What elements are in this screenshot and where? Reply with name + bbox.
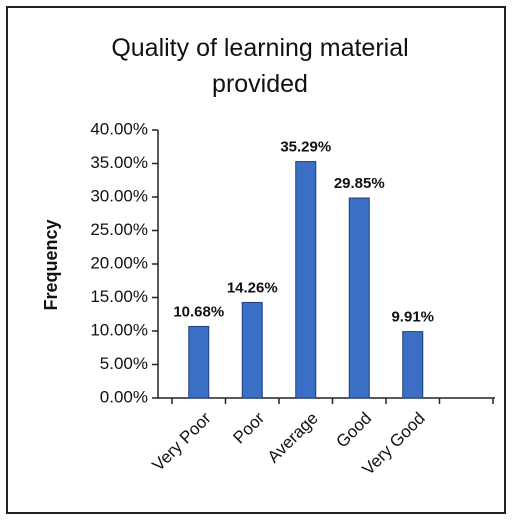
y-tick-label: 20.00%: [90, 253, 148, 272]
x-tick-label: Poor: [229, 408, 268, 447]
data-label: 10.68%: [173, 303, 224, 320]
chart-title: Quality of learning material provided: [111, 34, 409, 98]
bar: [348, 197, 370, 399]
x-tick-label: Good: [332, 409, 375, 452]
x-tick-label: Very Poor: [149, 408, 215, 474]
y-tick-label: 10.00%: [90, 320, 148, 339]
y-tick-label: 30.00%: [90, 186, 148, 205]
y-axis-label: Frequency: [41, 219, 61, 310]
y-tick-label: 15.00%: [90, 287, 148, 306]
data-label: 9.91%: [391, 309, 434, 326]
bar: [241, 301, 263, 399]
y-tick-label: 40.00%: [90, 119, 148, 138]
bar: [295, 161, 317, 399]
y-tick-label: 25.00%: [90, 220, 148, 239]
data-label: 14.26%: [227, 279, 278, 296]
bar: [188, 325, 210, 399]
data-label: 35.29%: [280, 139, 331, 156]
chart-border: [6, 6, 506, 514]
bar: [402, 331, 424, 399]
y-tick-label: 5.00%: [100, 354, 148, 373]
y-tick-label: 0.00%: [100, 387, 148, 406]
data-label: 29.85%: [334, 175, 385, 192]
x-tick-label: Average: [264, 409, 322, 467]
y-tick-label: 35.00%: [90, 153, 148, 172]
